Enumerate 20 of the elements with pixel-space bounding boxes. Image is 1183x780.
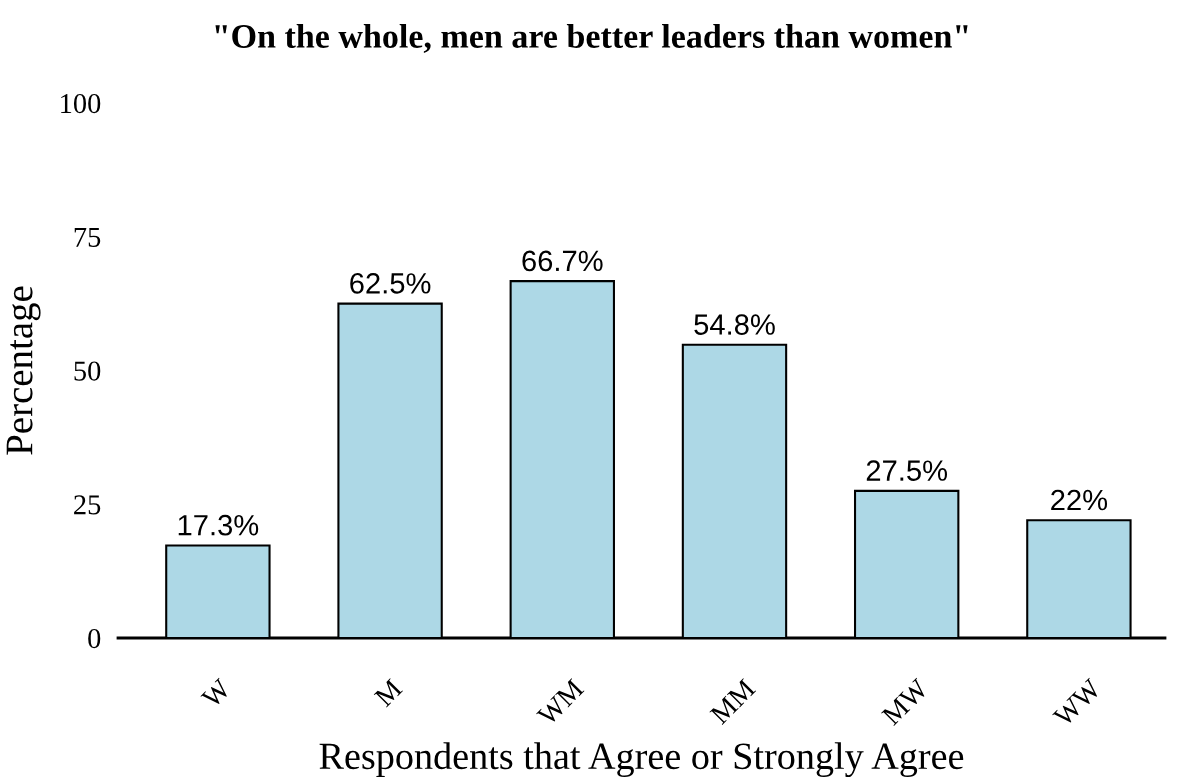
data-label: 22% — [1051, 489, 1108, 511]
chart-title: "On the whole, men are better leaders than women" — [215, 24, 968, 53]
data-label: 27.5% — [866, 460, 948, 481]
y-axis-title: Percentage — [6, 286, 41, 455]
y-tick-label: 25 — [74, 495, 101, 515]
y-tick-label: 75 — [74, 227, 101, 247]
y-tick-label: 100 — [61, 93, 101, 114]
data-label: 17.3% — [178, 514, 259, 536]
data-label: 54.8% — [694, 314, 775, 335]
x-axis-title: Respondents that Agree or Strongly Agree — [319, 742, 964, 778]
y-tick-label: 50 — [74, 361, 101, 381]
x-tick-label: MW — [881, 677, 930, 727]
x-tick-label: MM — [709, 678, 757, 725]
x-tick-label: W — [200, 677, 233, 710]
data-label: 66.7% — [522, 250, 603, 272]
data-label: 62.5% — [350, 273, 431, 294]
y-tick-label: 0 — [88, 628, 101, 649]
x-tick-label: WM — [536, 678, 585, 727]
x-tick-label: WW — [1052, 677, 1103, 728]
x-tick-label: M — [373, 678, 403, 708]
